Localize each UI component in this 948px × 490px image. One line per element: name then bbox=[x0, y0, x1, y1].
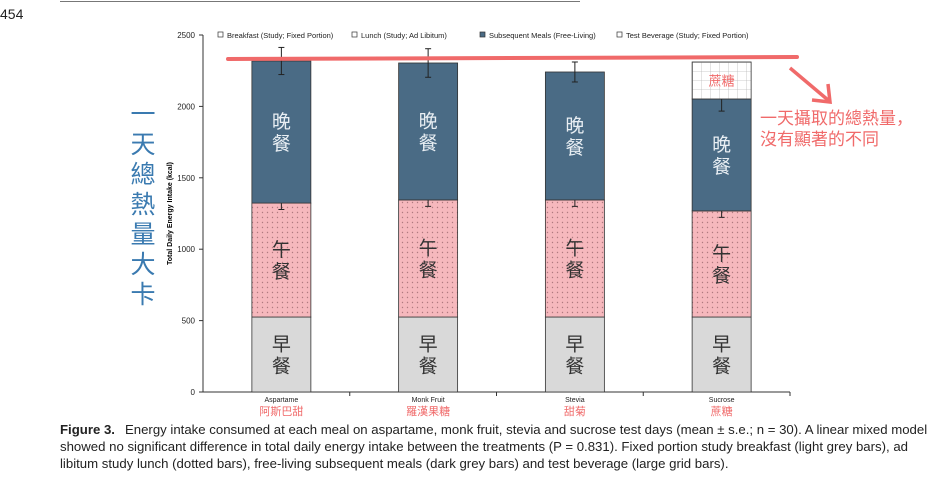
y-axis-label: Total Daily Energy Intake (kcal) bbox=[167, 162, 174, 265]
bar-label-zh: 餐 bbox=[565, 137, 584, 159]
bar-label-zh: 餐 bbox=[419, 259, 438, 281]
x-tick-label: Monk Fruit bbox=[412, 397, 445, 404]
bar-label-zh: 早 bbox=[419, 335, 438, 356]
bar-segment bbox=[398, 199, 459, 318]
bar-segment bbox=[544, 199, 605, 318]
caption-text: Energy intake consumed at each meal on a… bbox=[60, 422, 928, 471]
note-line-2: 沒有顯著的不同 bbox=[760, 130, 879, 149]
bar-label-zh: 午 bbox=[419, 237, 438, 259]
bar-label-zh: 午 bbox=[565, 237, 584, 259]
x-tick-label: Stevia bbox=[565, 397, 585, 404]
bar-label-zh: 晚 bbox=[272, 111, 291, 133]
legend-label: Subsequent Meals (Free-Living) bbox=[489, 31, 596, 40]
x-tick-label: Sucrose bbox=[709, 397, 735, 404]
y-tick-label: 2000 bbox=[177, 102, 195, 111]
bar-label-zh: 餐 bbox=[712, 265, 731, 287]
arrow-annotation bbox=[788, 66, 830, 102]
figure-caption: Figure 3. Energy intake consumed at each … bbox=[60, 421, 930, 472]
legend-swatch bbox=[479, 31, 486, 38]
bar-segment bbox=[691, 98, 752, 212]
y-tick-label: 500 bbox=[182, 317, 196, 326]
total-line-annotation bbox=[226, 55, 799, 61]
header-rule bbox=[60, 1, 580, 2]
bar-label-zh: 餐 bbox=[272, 133, 291, 155]
bar-label-zh: 餐 bbox=[419, 132, 438, 154]
bar-segment bbox=[691, 316, 752, 393]
bar-label-zh: 蔗糖 bbox=[709, 73, 735, 88]
bar-label-zh: 餐 bbox=[712, 156, 731, 178]
x-tick-label: Aspartame bbox=[264, 397, 298, 404]
bar-label-zh: 早 bbox=[712, 335, 731, 356]
category-label-zh: 阿斯巴甜 bbox=[259, 405, 303, 418]
bar-label-zh: 晚 bbox=[419, 110, 438, 132]
note-annotation: 一天攝取的總熱量， 沒有顯著的不同 bbox=[760, 108, 913, 150]
bar-segment bbox=[544, 316, 605, 393]
legend-swatch bbox=[351, 31, 358, 38]
legend-label: Breakfast (Study; Fixed Portion) bbox=[227, 31, 334, 40]
bar-label-zh: 午 bbox=[712, 243, 731, 265]
arrowhead-icon bbox=[811, 83, 832, 104]
bar-label-zh: 午 bbox=[272, 239, 291, 261]
bar-label-zh: 晚 bbox=[565, 115, 584, 137]
y-tick-label: 0 bbox=[191, 388, 196, 397]
bar-segment bbox=[251, 202, 312, 318]
page-number: 454 bbox=[0, 6, 24, 22]
legend-label: Test Beverage (Study; Fixed Portion) bbox=[626, 31, 749, 40]
category-label-zh: 羅漢果糖 bbox=[406, 404, 450, 418]
bar-segment bbox=[691, 210, 752, 318]
stacked-bar-chart: 0 500 1000 1500 2000 2500 Total Daily Energy I… bbox=[167, 31, 832, 418]
bar-segment bbox=[691, 61, 752, 100]
bar-label-zh: 晚 bbox=[712, 134, 731, 156]
note-line-1: 一天攝取的總熱量， bbox=[760, 109, 913, 128]
category-label-zh: 蔗糖 bbox=[711, 404, 733, 418]
bar-segment bbox=[251, 316, 312, 393]
bar-label-zh: 早 bbox=[565, 335, 584, 356]
bar-label-zh: 餐 bbox=[565, 356, 584, 378]
legend-swatch bbox=[217, 31, 224, 38]
caption-label: Figure 3. bbox=[60, 422, 115, 437]
bar-label-zh: 早 bbox=[272, 335, 291, 356]
bar-label-zh: 餐 bbox=[272, 261, 291, 283]
bar-segment bbox=[544, 71, 605, 201]
bar-segment bbox=[398, 62, 459, 201]
bar-segment bbox=[398, 316, 459, 393]
y-tick-label: 2500 bbox=[177, 31, 195, 40]
legend-label: Lunch (Study; Ad Libitum) bbox=[361, 31, 447, 40]
bar-label-zh: 餐 bbox=[565, 259, 584, 281]
bar-label-zh: 餐 bbox=[712, 356, 731, 378]
legend-swatch bbox=[616, 31, 623, 38]
category-label-zh: 甜菊 bbox=[564, 405, 586, 418]
y-tick-label: 1500 bbox=[177, 174, 195, 183]
yaxis-annotation-zh: 一天總熱量 大卡 bbox=[130, 101, 156, 309]
y-tick-label: 1000 bbox=[177, 245, 195, 254]
bar-label-zh: 餐 bbox=[419, 356, 438, 378]
bar-segment bbox=[251, 60, 312, 204]
bar-label-zh: 餐 bbox=[272, 356, 291, 378]
